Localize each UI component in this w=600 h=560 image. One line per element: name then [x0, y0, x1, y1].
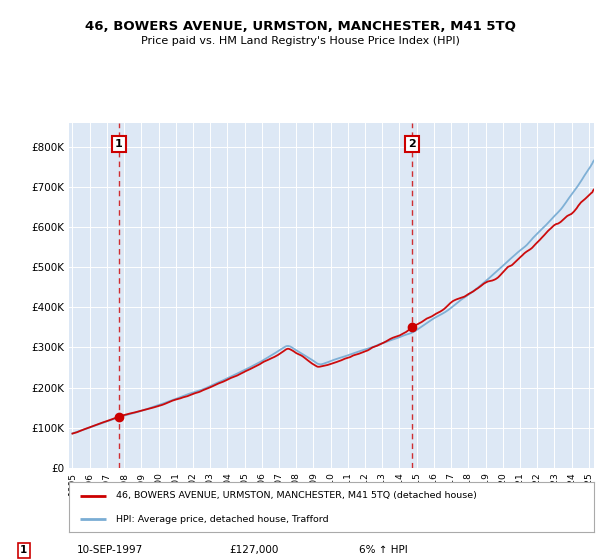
- Text: 1: 1: [115, 139, 123, 149]
- Text: Price paid vs. HM Land Registry's House Price Index (HPI): Price paid vs. HM Land Registry's House …: [140, 36, 460, 46]
- Text: £127,000: £127,000: [229, 545, 279, 556]
- Text: 10-SEP-1997: 10-SEP-1997: [77, 545, 143, 556]
- Text: 46, BOWERS AVENUE, URMSTON, MANCHESTER, M41 5TQ: 46, BOWERS AVENUE, URMSTON, MANCHESTER, …: [85, 20, 515, 32]
- Text: 1: 1: [20, 545, 27, 556]
- Text: 2: 2: [408, 139, 416, 149]
- Text: HPI: Average price, detached house, Trafford: HPI: Average price, detached house, Traf…: [116, 515, 329, 524]
- Text: 46, BOWERS AVENUE, URMSTON, MANCHESTER, M41 5TQ (detached house): 46, BOWERS AVENUE, URMSTON, MANCHESTER, …: [116, 491, 477, 500]
- Text: 6% ↑ HPI: 6% ↑ HPI: [359, 545, 407, 556]
